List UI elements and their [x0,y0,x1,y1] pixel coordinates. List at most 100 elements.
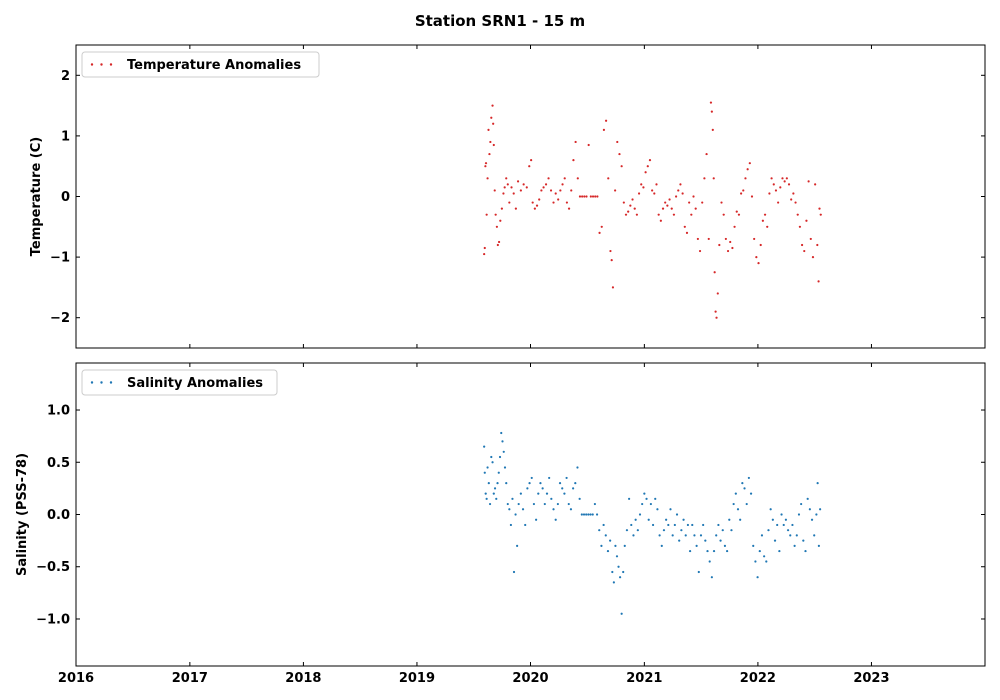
temperature-data-point [674,195,678,198]
salinity-data-point [532,502,536,506]
temperature-data-point [585,195,588,198]
salinity-data-point [501,440,504,443]
temperature-data-point [495,225,498,228]
temperature-data-point [655,183,658,186]
temperature-data-point [692,195,695,198]
temperature-data-point [711,128,714,131]
salinity-x-tick-label: 2021 [626,671,662,686]
temperature-legend-label: Temperature Anomalies [127,58,301,73]
salinity-data-point [565,476,568,480]
salinity-data-point [582,513,586,516]
temperature-data-point [483,252,486,256]
temperature-data-point [777,201,780,204]
salinity-data-point [600,544,603,547]
salinity-plot-frame [75,362,986,667]
temperature-y-tick-label: 0 [61,190,70,205]
salinity-data-point [609,539,612,542]
temperature-data-point [500,207,503,210]
salinity-data-point [758,549,761,553]
salinity-data-point [615,555,619,558]
salinity-data-point [697,570,700,574]
temperature-data-point [805,219,808,222]
salinity-x-tick-label: 2018 [285,671,321,686]
salinity-data-point [656,508,659,511]
salinity-data-point [508,508,511,511]
salinity-data-point [612,581,615,584]
salinity-data-point [806,497,809,500]
salinity-legend-box [81,369,278,396]
salinity-data-point [589,513,592,516]
salinity-data-point [671,534,674,537]
salinity-data-point [776,523,779,527]
salinity-data-point [617,565,620,568]
temperature-data-point [600,225,603,228]
temperature-data-point [770,177,773,180]
salinity-data-point [574,482,577,485]
temperature-data-point [610,259,613,262]
temperature-data-point [753,237,756,241]
salinity-data-point [492,492,495,495]
temperature-data-point [503,186,506,189]
salinity-data-point [490,455,493,459]
salinity-legend-dot [90,381,94,384]
temperature-data-point [761,219,764,222]
salinity-data-point [800,502,803,506]
salinity-data-point [498,455,502,459]
temperature-data-point [677,189,680,192]
salinity-data-point [614,544,617,547]
salinity-data-point [765,560,768,563]
temperature-data-point [618,152,621,156]
salinity-data-point [817,544,820,547]
salinity-data-point [483,445,486,448]
salinity-data-point [543,502,546,506]
salinity-y-tick-label: −0.5 [36,560,70,575]
salinity-data-point [726,549,729,553]
temperature-data-point [505,177,508,180]
salinity-data-point [728,518,731,521]
salinity-data-point [497,471,500,474]
temperature-data-point [489,140,492,144]
temperature-data-point [510,186,513,189]
salinity-data-point [808,508,811,511]
salinity-data-point [587,513,590,516]
temperature-data-point [502,192,505,195]
salinity-data-point [636,529,639,532]
salinity-data-point [554,518,557,521]
temperature-panel: 2 1 0 −1 −2 Temperature (C) Temperature Anom… [29,44,986,349]
temperature-data-point [666,204,669,207]
temperature-data-point [493,189,496,192]
temperature-data-point [519,189,522,192]
salinity-x-tick-label: 2022 [740,671,776,686]
temperature-data-point [487,128,490,131]
salinity-data-point [591,513,594,516]
temperature-data-point [491,104,494,107]
temperature-data-point [766,225,769,228]
salinity-data-point [804,549,807,553]
salinity-data-point [526,487,529,490]
salinity-data-point [572,487,575,490]
temperature-data-point [506,183,509,186]
salinity-data-point [550,497,553,500]
salinity-data-point [511,497,514,500]
temperature-data-point [772,183,775,186]
salinity-legend-label: Salinity Anomalies [127,376,263,391]
temperature-data-point [633,207,636,210]
temperature-y-axis-label: Temperature (C) [29,137,44,256]
salinity-data-point [816,482,819,485]
salinity-legend-dot [100,381,103,384]
temperature-data-point [531,201,534,204]
temperature-data-point [637,192,641,195]
salinity-data-point [611,570,614,574]
temperature-data-point [570,189,573,192]
temperature-data-point [705,152,708,156]
salinity-data-point [502,450,505,453]
salinity-data-point [708,560,711,563]
temperature-data-point [694,207,697,210]
temperature-data-point [757,262,760,265]
salinity-data-point [598,529,601,532]
salinity-data-point [517,502,520,506]
temperature-y-tick-label: −1 [50,251,70,266]
salinity-data-point [773,539,777,542]
temperature-data-point [698,249,702,253]
salinity-data-point [667,523,670,527]
